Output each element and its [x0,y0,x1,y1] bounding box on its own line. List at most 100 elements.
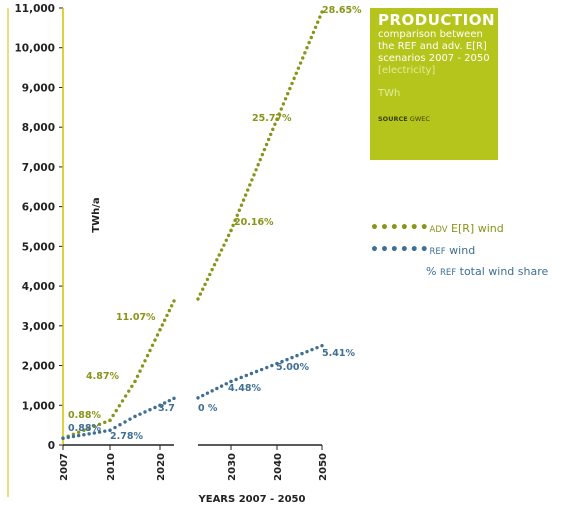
ref-wind-point [201,393,205,398]
legend-item-adv: •••••• ADV E[R] wind [370,220,504,236]
ref-wind-point [148,408,152,412]
adv-wind-point [286,91,290,96]
ref-wind-point [219,384,224,388]
adv-wind-point [275,117,279,121]
ref-wind-point [239,375,243,380]
ref-share-label: 3.7 [158,403,175,414]
ref-wind-point [97,430,102,434]
ref-wind-point [66,435,70,440]
ref-wind-point [82,433,86,437]
ref-wind-point [210,389,214,393]
x-tick-label: 2010 [106,453,117,481]
legend-item-share: % REF total wind share [426,265,548,278]
chart-subtitle-1: comparison between [378,29,483,40]
chart-marks [61,10,324,440]
adv-wind-point [273,122,277,126]
ref-wind-point [205,391,210,395]
ref-wind-point [128,417,132,421]
adv-wind-point [320,10,324,14]
chart-subtitle-2: the REF and adv. E[R] [378,41,487,52]
source-value: GWEC [409,115,430,123]
y-tick-label: 0 [48,440,55,452]
ref-wind-point [315,345,319,350]
adv-wind-point [222,243,226,247]
adv-wind-point [165,313,169,318]
adv-wind-point [256,163,260,167]
adv-wind-point [292,76,296,81]
adv-wind-point [266,137,271,142]
adv-wind-point [237,208,242,212]
adv-wind-point [108,418,112,423]
adv-wind-point [290,81,294,86]
adv-wind-point [123,394,128,398]
adv-wind-point [277,112,281,116]
adv-share-label: 11.07% [116,312,156,323]
adv-wind-point [279,107,283,111]
adv-wind-point [198,292,203,296]
ref-wind-point [123,420,127,424]
legend-ref-marker: •••••• [370,242,430,258]
chart-subtitle-3: scenarios 2007 - 2050 [378,53,490,64]
unit-label: TWh [378,88,401,99]
adv-wind-point [296,66,301,70]
ref-wind-point [259,367,264,372]
ref-share-label: 5.00% [276,362,309,373]
y-tick-label: 2,000 [22,361,55,373]
adv-wind-point [303,51,307,55]
adv-wind-point [138,369,142,373]
adv-wind-point [201,287,205,291]
ref-wind-point [305,349,309,354]
adv-wind-point [196,297,200,301]
adv-wind-point [212,263,217,267]
legend-share-sc: REF [439,268,457,278]
adv-wind-point [298,61,303,65]
ref-wind-point [215,386,219,391]
ref-wind-point [113,425,117,430]
ref-wind-point [249,371,254,376]
ref-wind-point [310,347,314,352]
y-axis-ticks: 0 1,000 2,000 3,000 4,000 5,000 6,000 7,000 8,00… [14,3,63,452]
ref-share-label: 0.88% [68,423,101,434]
adv-wind-point [235,213,239,218]
adv-wind-point [135,374,140,378]
ref-wind-point [133,414,137,419]
x-axis-ticks: 2007 2010 2020 2030 2040 2050 [59,445,329,481]
adv-wind-point [155,333,160,337]
adv-wind-point [313,25,318,29]
adv-wind-point [264,142,269,147]
adv-wind-point [316,20,320,24]
adv-wind-point [130,384,134,389]
adv-wind-point [114,408,118,413]
ref-wind-point [108,428,112,433]
adv-wind-point [309,35,313,40]
adv-wind-point [76,430,81,434]
y-tick-label: 9,000 [22,82,55,94]
adv-wind-point [258,157,262,162]
adv-wind-point [269,132,273,137]
legend-adv-prefix: ADV [429,225,448,235]
y-tick-label: 3,000 [22,321,55,333]
adv-wind-point [92,424,97,429]
adv-wind-point [231,223,235,228]
ref-wind-point [280,359,284,364]
adv-wind-point [271,127,275,132]
adv-wind-point [148,348,152,353]
adv-wind-point [307,40,311,45]
ref-wind-point [138,412,142,416]
ref-wind-point [270,363,274,368]
adv-wind-point [311,30,316,35]
adv-wind-point [305,46,309,50]
x-tick-label: 2020 [156,453,167,481]
ref-wind-point [300,351,304,356]
adv-wind-point [208,272,212,277]
adv-share-label: 4.87% [86,371,119,382]
ref-wind-point [254,369,259,374]
adv-wind-point [120,399,125,403]
adv-wind-point [167,308,172,313]
adv-wind-point [203,282,207,287]
x-tick-label: 2030 [227,453,238,481]
ref-wind-point [229,379,233,384]
y-tick-label: 1,000 [22,400,55,412]
ref-share-label: 4.48% [228,383,261,394]
ref-wind-point [167,398,172,403]
